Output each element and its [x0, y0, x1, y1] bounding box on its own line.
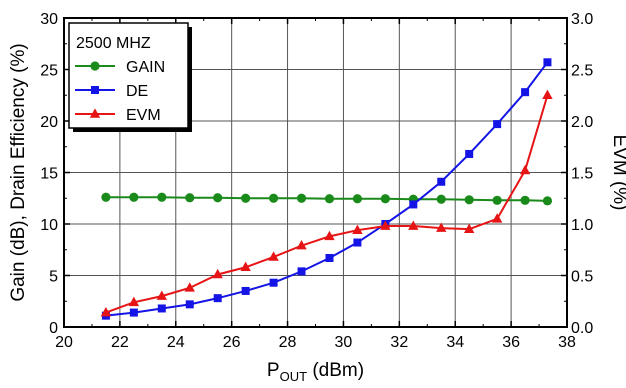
y2-tick-label: 2.0: [571, 114, 593, 131]
x-axis-title-sub: OUT: [280, 369, 308, 384]
data-point-de: [325, 254, 333, 262]
y2-tick-label: 1.0: [571, 217, 593, 234]
data-point-de: [242, 287, 250, 295]
y-tick-label: 25: [40, 63, 58, 80]
data-point-de: [158, 304, 166, 312]
x-tick-label: 30: [335, 334, 353, 351]
data-point-gain: [129, 193, 138, 202]
data-point-de: [543, 58, 551, 66]
data-point-de: [298, 267, 306, 275]
legend-label: GAIN: [126, 59, 165, 76]
y2-tick-label: 1.5: [571, 166, 593, 183]
data-point-gain: [157, 193, 166, 202]
data-point-de: [186, 300, 194, 308]
y2-tick-label: 0.0: [571, 320, 593, 337]
data-point-gain: [325, 194, 334, 203]
data-point-gain: [465, 195, 474, 204]
x-axis-title-unit: (dBm): [307, 360, 364, 381]
data-point-gain: [241, 194, 250, 203]
data-point-de: [130, 309, 138, 317]
y2-tick-label: 3.0: [571, 11, 593, 28]
data-point-gain: [520, 196, 529, 205]
data-point-gain: [269, 194, 278, 203]
x-tick-label: 36: [502, 334, 520, 351]
y2-tick-label: 0.5: [571, 269, 593, 286]
y-tick-label: 15: [40, 166, 58, 183]
x-tick-label: 32: [390, 334, 408, 351]
legend-label: DE: [126, 83, 148, 100]
legend-title: 2500 MHZ: [76, 35, 151, 52]
legend-swatch-marker: [91, 86, 99, 94]
legend-label: EVM: [126, 107, 161, 124]
x-axis-title-main: P: [267, 360, 280, 381]
data-point-de: [493, 120, 501, 128]
y-tick-label: 5: [49, 269, 58, 286]
data-point-de: [465, 150, 473, 158]
x-tick-label: 24: [167, 334, 185, 351]
data-point-gain: [185, 193, 194, 202]
data-point-gain: [297, 194, 306, 203]
y2-axis-title: EVM (%): [609, 135, 626, 211]
data-point-gain: [101, 193, 110, 202]
y-tick-label: 0: [49, 320, 58, 337]
data-point-de: [353, 239, 361, 247]
legend: 2500 MHZ GAIN DE EVM: [69, 23, 192, 132]
x-tick-label: 34: [446, 334, 464, 351]
data-point-gain: [213, 193, 222, 202]
y-tick-label: 10: [40, 217, 58, 234]
data-point-gain: [437, 195, 446, 204]
y2-tick-label: 2.5: [571, 63, 593, 80]
y-tick-label: 20: [40, 114, 58, 131]
data-point-de: [437, 178, 445, 186]
data-point-gain: [493, 196, 502, 205]
data-point-de: [521, 88, 529, 96]
x-tick-label: 26: [223, 334, 241, 351]
y-axis-title: Gain (dB), Drain Efficiency (%): [8, 43, 29, 301]
data-point-gain: [381, 194, 390, 203]
data-point-gain: [353, 194, 362, 203]
y-tick-label: 30: [40, 11, 58, 28]
x-tick-label: 22: [111, 334, 129, 351]
data-point-gain: [543, 196, 552, 205]
x-tick-label: 28: [279, 334, 297, 351]
data-point-de: [270, 279, 278, 287]
legend-swatch-marker: [90, 61, 99, 70]
data-point-de: [409, 200, 417, 208]
data-point-de: [214, 294, 222, 302]
